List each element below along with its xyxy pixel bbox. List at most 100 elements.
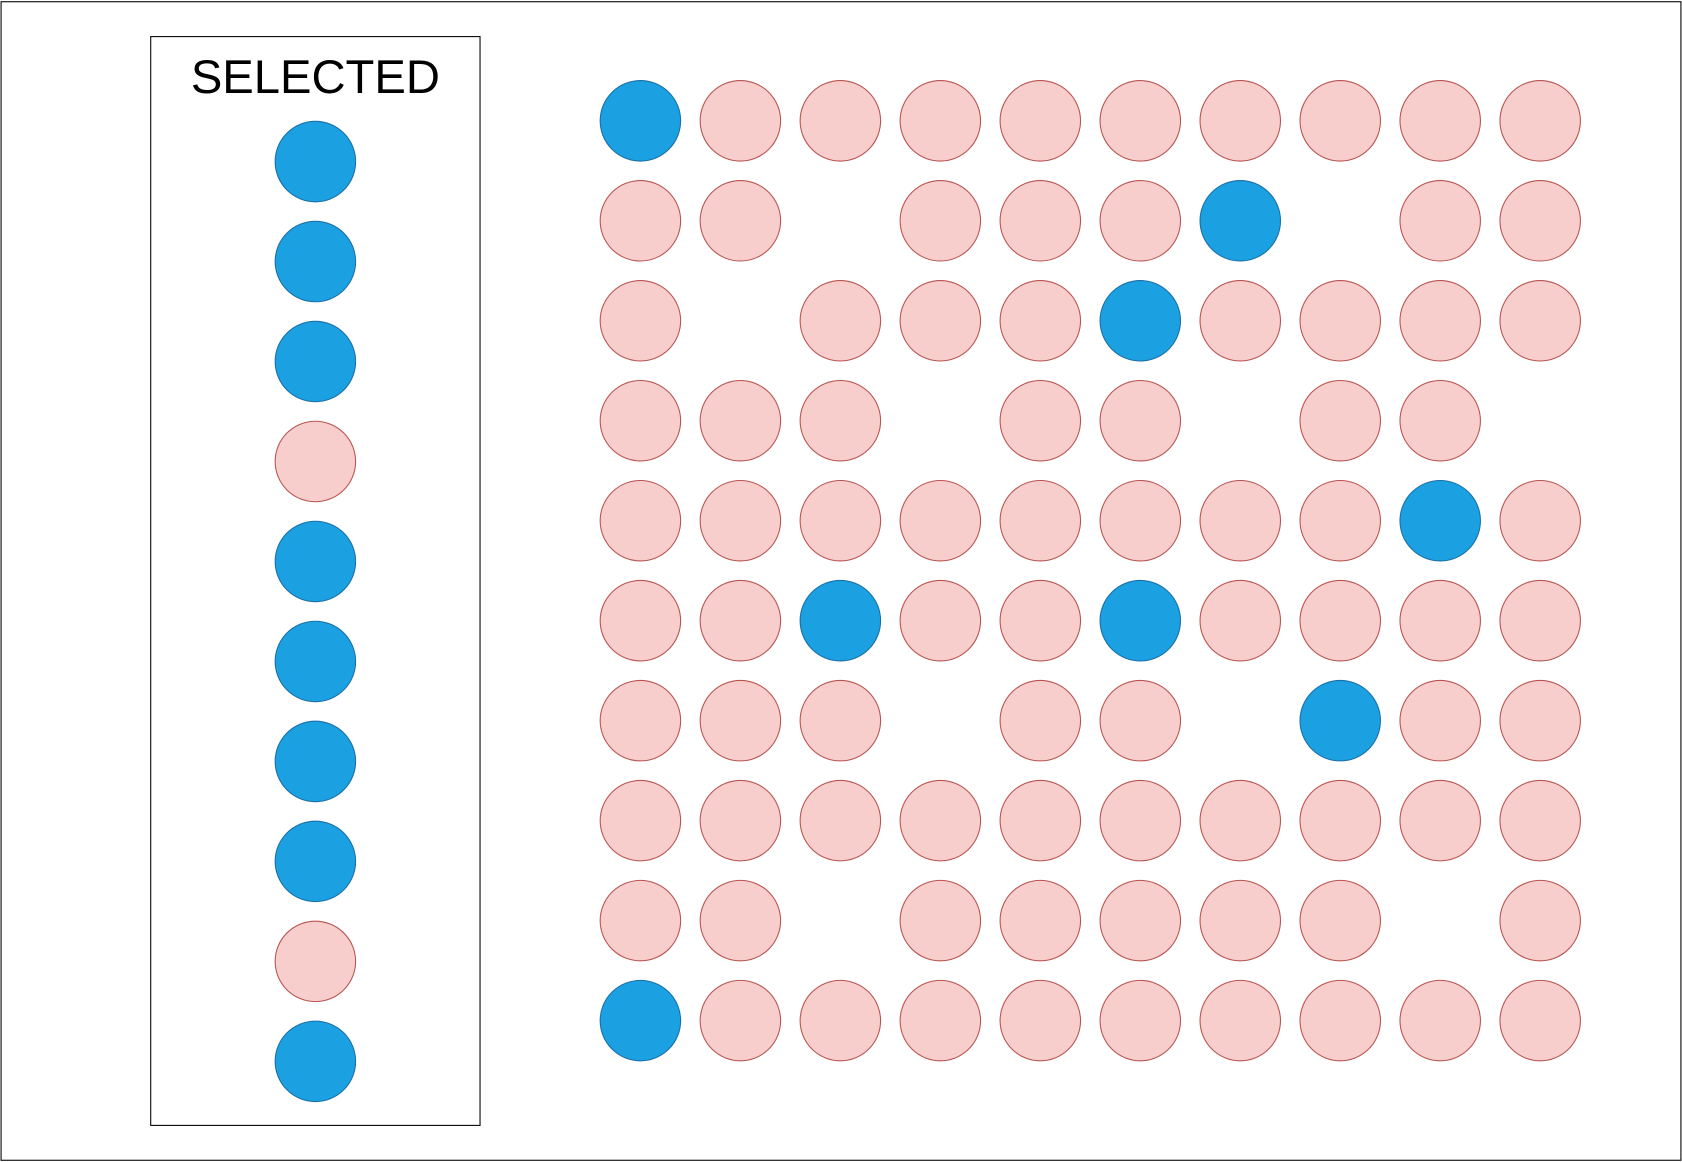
selected-piece[interactable] [799,579,882,662]
selected-piece[interactable] [599,80,682,162]
piece[interactable] [899,479,982,562]
selected-piece[interactable] [1099,279,1182,362]
selected-slot-filled [274,320,357,403]
piece[interactable] [1499,180,1581,262]
piece[interactable] [599,679,682,762]
piece[interactable] [1499,579,1581,662]
piece[interactable] [799,80,882,162]
piece[interactable] [1199,80,1282,162]
piece[interactable] [1099,879,1182,962]
piece[interactable] [599,379,682,462]
piece[interactable] [799,279,882,362]
piece[interactable] [1299,379,1381,462]
piece[interactable] [799,379,882,462]
piece[interactable] [699,80,782,162]
piece[interactable] [899,979,982,1062]
piece[interactable] [1299,479,1381,562]
piece[interactable] [1399,579,1481,662]
piece[interactable] [599,579,682,662]
piece[interactable] [1199,979,1282,1062]
piece[interactable] [799,679,882,762]
piece[interactable] [1499,479,1581,562]
piece[interactable] [699,879,782,962]
piece[interactable] [1099,679,1182,762]
selected-slot-filled [274,520,357,603]
selected-slot-filled [274,620,357,703]
piece[interactable] [699,679,782,762]
selected-slot-filled [274,820,357,903]
piece[interactable] [1099,979,1182,1062]
piece[interactable] [1199,879,1282,962]
selected-piece[interactable] [1299,679,1381,762]
selected-slot-filled [274,1020,357,1103]
piece[interactable] [799,479,882,562]
piece[interactable] [799,779,882,862]
piece[interactable] [1299,279,1381,362]
piece[interactable] [1199,579,1282,662]
selected-piece[interactable] [599,979,682,1062]
piece[interactable] [899,80,982,162]
piece[interactable] [999,579,1082,662]
piece[interactable] [1299,979,1381,1062]
piece[interactable] [1299,80,1381,162]
piece[interactable] [1399,80,1481,162]
piece[interactable] [699,579,782,662]
piece[interactable] [599,479,682,562]
piece[interactable] [1199,779,1282,862]
piece[interactable] [1499,879,1581,962]
selected-slot-empty [274,920,357,1003]
piece[interactable] [1499,979,1581,1062]
piece[interactable] [1399,180,1481,262]
piece[interactable] [999,879,1082,962]
piece[interactable] [1499,679,1581,762]
piece[interactable] [1199,479,1282,562]
piece[interactable] [899,279,982,362]
piece[interactable] [1299,879,1381,962]
piece[interactable] [899,579,982,662]
piece[interactable] [699,779,782,862]
piece[interactable] [999,180,1082,262]
piece[interactable] [599,180,682,262]
piece[interactable] [1099,379,1182,462]
piece[interactable] [999,279,1082,362]
piece[interactable] [1099,479,1182,562]
piece[interactable] [1199,279,1282,362]
piece[interactable] [899,879,982,962]
piece[interactable] [1499,80,1581,162]
piece[interactable] [999,379,1082,462]
piece[interactable] [699,379,782,462]
selected-piece[interactable] [1099,579,1182,662]
piece[interactable] [999,80,1082,162]
piece[interactable] [1499,779,1581,862]
piece[interactable] [1099,180,1182,262]
piece[interactable] [999,679,1082,762]
piece[interactable] [899,180,982,262]
piece[interactable] [1399,779,1481,862]
piece[interactable] [1399,979,1481,1062]
piece[interactable] [1399,679,1481,762]
piece[interactable] [799,979,882,1062]
piece[interactable] [699,479,782,562]
piece[interactable] [1099,779,1182,862]
piece[interactable] [999,779,1082,862]
piece[interactable] [699,180,782,262]
piece[interactable] [1399,379,1481,462]
selected-piece[interactable] [1199,180,1282,262]
selected-slot-filled [274,220,357,303]
selected-piece[interactable] [1399,479,1481,562]
piece[interactable] [999,479,1082,562]
piece[interactable] [1499,279,1581,362]
piece[interactable] [599,879,682,962]
piece[interactable] [899,779,982,862]
panel-title: SELECTED [191,51,440,104]
piece[interactable] [999,979,1082,1062]
piece[interactable] [699,979,782,1062]
piece[interactable] [1299,779,1381,862]
piece[interactable] [1399,279,1481,362]
piece[interactable] [1099,80,1182,162]
piece[interactable] [1299,579,1381,662]
piece[interactable] [599,279,682,362]
piece[interactable] [599,779,682,862]
